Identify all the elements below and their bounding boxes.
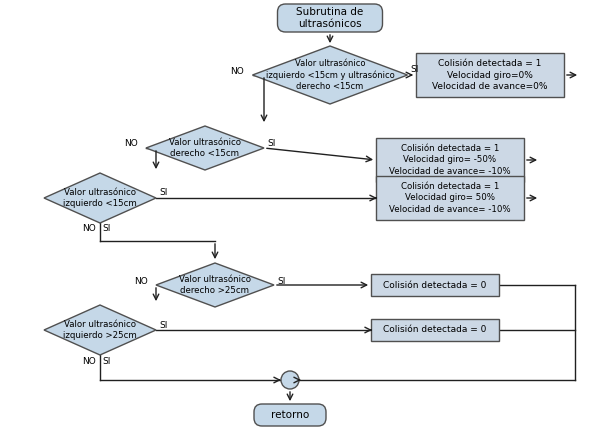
Bar [376, 176, 524, 220]
Text: retorno: retorno [271, 410, 309, 420]
Text: Colisión detectada = 0: Colisión detectada = 0 [383, 281, 486, 289]
Text: SI: SI [102, 225, 110, 234]
Text: Colisión detectada = 1
Velocidad giro=0%
Velocidad de avance=0%: Colisión detectada = 1 Velocidad giro=0%… [432, 59, 548, 91]
Polygon shape [44, 305, 156, 355]
Text: NO: NO [124, 139, 138, 148]
Polygon shape [146, 126, 264, 170]
Text: NO: NO [82, 357, 96, 365]
Text: SI: SI [277, 277, 285, 285]
Text: Valor ultrasónico
derecho <15cm: Valor ultrasónico derecho <15cm [169, 138, 241, 158]
Text: Valor ultrasónico
izquierdo >25cm: Valor ultrasónico izquierdo >25cm [63, 320, 137, 340]
Text: SI: SI [159, 321, 168, 330]
Circle shape [281, 371, 299, 389]
Polygon shape [156, 263, 274, 307]
Text: NO: NO [230, 67, 244, 75]
Bar [371, 274, 499, 296]
FancyBboxPatch shape [254, 404, 326, 426]
Polygon shape [44, 173, 156, 223]
Polygon shape [252, 46, 407, 104]
Text: SI: SI [410, 66, 419, 75]
Text: Valor ultrasónico
derecho >25cm: Valor ultrasónico derecho >25cm [179, 275, 251, 295]
Text: Subrutina de
ultrasónicos: Subrutina de ultrasónicos [296, 7, 364, 29]
FancyBboxPatch shape [277, 4, 383, 32]
Bar [371, 319, 499, 341]
Text: NO: NO [82, 225, 96, 234]
Text: Colisión detectada = 1
Velocidad giro= 50%
Velocidad de avance= -10%: Colisión detectada = 1 Velocidad giro= 5… [389, 182, 511, 214]
Text: SI: SI [102, 357, 110, 365]
Text: Valor ultrasónico
izquierdo <15cm y ultrasónico
derecho <15cm: Valor ultrasónico izquierdo <15cm y ultr… [266, 59, 394, 91]
Text: Valor ultrasónico
izquierdo <15cm: Valor ultrasónico izquierdo <15cm [63, 188, 137, 208]
Text: SI: SI [267, 139, 276, 148]
Bar [376, 138, 524, 182]
Bar [416, 53, 564, 97]
Text: Colisión detectada = 0: Colisión detectada = 0 [383, 325, 486, 334]
Text: SI: SI [159, 189, 168, 198]
Text: Colisión detectada = 1
Velocidad giro= -50%
Velocidad de avance= -10%: Colisión detectada = 1 Velocidad giro= -… [389, 144, 511, 175]
Text: NO: NO [134, 277, 148, 285]
